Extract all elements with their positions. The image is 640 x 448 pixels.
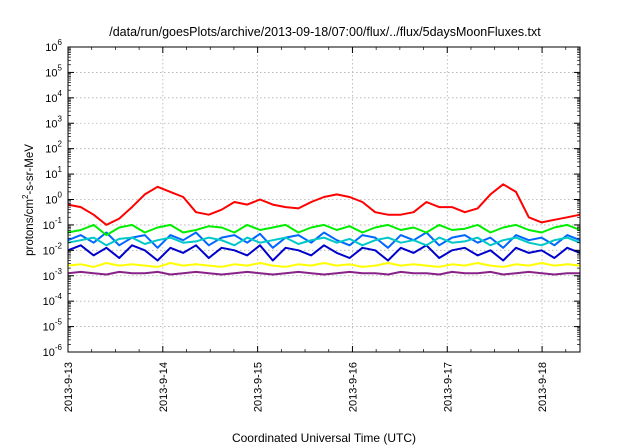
y-tick-label-base: 10 (43, 271, 55, 283)
y-tick-label: 10-2 (43, 241, 63, 257)
y-tick-label-exp: 0 (58, 191, 63, 200)
y-tick-label-exp: 3 (58, 114, 63, 123)
axis-ticks (67, 46, 580, 353)
y-tick-label-base: 10 (43, 220, 55, 232)
y-tick-label-base: 10 (45, 195, 57, 207)
y-tick-label: 10-6 (43, 343, 63, 359)
y-tick-label-exp: -3 (55, 267, 63, 276)
chart-title: /data/run/goesPlots/archive/2013-09-18/0… (109, 25, 541, 39)
y-tick-label: 104 (45, 89, 62, 105)
series-line (67, 223, 581, 237)
y-tick-label: 10-3 (43, 267, 63, 283)
x-tick-label: 2013-9-13 (63, 362, 75, 412)
x-axis-label: Coordinated Universal Time (UTC) (232, 431, 416, 445)
series-line (67, 236, 581, 247)
x-tick-label: 2013-9-15 (253, 362, 265, 412)
y-tick-labels: 10610510410310210110010-110-210-310-410-… (43, 38, 63, 359)
y-tick-label-exp: 6 (58, 38, 63, 47)
y-tick-label-base: 10 (45, 42, 57, 54)
series-line (67, 183, 581, 226)
y-tick-label-base: 10 (43, 322, 55, 334)
y-tick-label: 100 (45, 191, 62, 207)
y-tick-label-exp: -4 (55, 292, 63, 301)
y-tick-label: 103 (45, 114, 62, 130)
y-axis-label-rest: -s-sr-MeV (24, 144, 36, 195)
y-tick-label-base: 10 (45, 144, 57, 156)
x-tick-label: 2013-9-16 (347, 362, 359, 412)
series-lines (67, 183, 581, 276)
y-tick-label-base: 10 (45, 169, 57, 181)
y-tick-label-base: 10 (45, 118, 57, 130)
y-tick-label-exp: -1 (55, 216, 63, 225)
y-axis-label: protons/cm2-s-sr-MeV (21, 144, 36, 256)
y-tick-label-exp: 5 (58, 63, 63, 72)
y-tick-label-exp: -6 (55, 343, 63, 352)
y-tick-label: 101 (45, 165, 62, 181)
y-tick-label: 10-1 (43, 216, 63, 232)
y-tick-label-base: 10 (43, 296, 55, 308)
y-tick-label-exp: -5 (55, 318, 63, 327)
y-tick-label-exp: 4 (58, 89, 63, 98)
y-tick-label-base: 10 (43, 245, 55, 257)
x-tick-label: 2013-9-18 (537, 362, 549, 412)
series-line (67, 262, 581, 268)
y-tick-label-base: 10 (45, 93, 57, 105)
y-tick-label-exp: 2 (58, 140, 63, 149)
y-tick-label-exp: 1 (58, 165, 63, 174)
y-tick-label: 102 (45, 140, 62, 156)
series-line (67, 244, 581, 262)
y-axis-label-base: protons/cm (24, 199, 36, 256)
x-tick-labels: 2013-9-13 2013-9-14 2013-9-15 2013-9-16 2013… (63, 362, 549, 412)
x-tick-label: 2013-9-14 (158, 362, 170, 412)
y-tick-label-exp: -2 (55, 241, 63, 250)
y-axis-label-sup: 2 (21, 194, 30, 199)
y-tick-label: 10-4 (43, 292, 63, 308)
series-line (67, 270, 580, 276)
y-tick-label-base: 10 (43, 347, 55, 359)
y-tick-label: 105 (45, 63, 62, 79)
y-tick-label: 106 (45, 38, 62, 54)
y-tick-label: 10-5 (43, 318, 63, 334)
series-line (67, 231, 581, 249)
grid-lines (68, 47, 580, 352)
y-tick-label-base: 10 (45, 67, 57, 79)
x-tick-label: 2013-9-17 (442, 362, 454, 412)
